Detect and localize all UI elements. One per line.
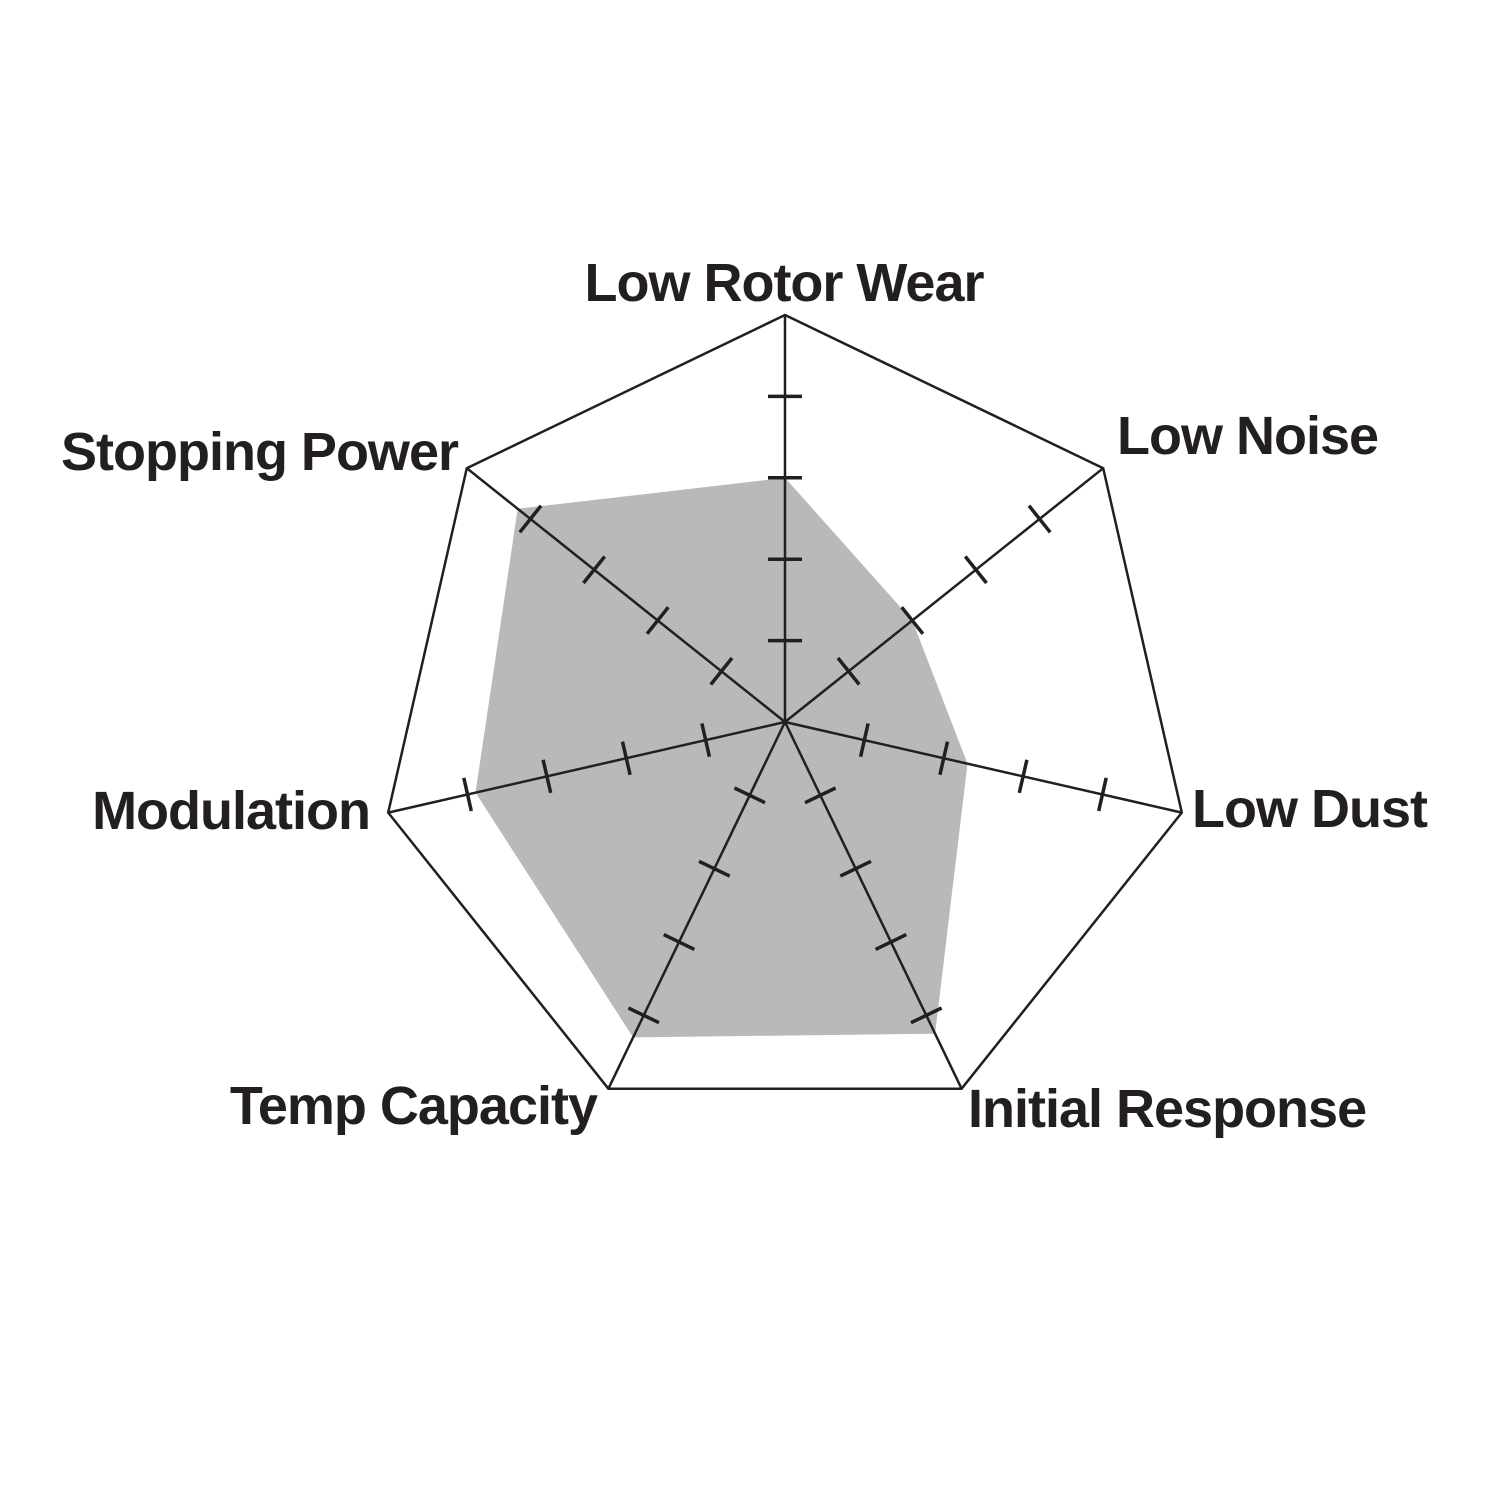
tick-mark xyxy=(709,656,734,686)
tick-mark xyxy=(963,555,988,585)
tick-mark xyxy=(1017,759,1029,794)
axis-label-stopping-power: Stopping Power xyxy=(61,422,459,482)
tick-mark xyxy=(627,1006,660,1025)
axis-spoke-initial-response xyxy=(783,721,963,1090)
axis-spoke-stopping-power xyxy=(466,467,786,723)
tick-mark xyxy=(700,723,712,758)
axis-label-initial-response: Initial Response xyxy=(968,1079,1367,1139)
tick-mark xyxy=(938,741,950,776)
tick-mark xyxy=(645,606,670,635)
tick-mark xyxy=(804,786,837,805)
data-polygon xyxy=(475,477,968,1038)
axis-spoke-low-noise xyxy=(784,467,1104,723)
tick-mark xyxy=(900,606,925,635)
tick-mark xyxy=(1027,504,1052,534)
tick-mark xyxy=(1096,777,1108,812)
axis-label-modulation: Modulation xyxy=(92,781,371,841)
axis-label-low-noise: Low Noise xyxy=(1117,406,1379,466)
tick-mark xyxy=(698,859,731,878)
tick-mark xyxy=(620,741,632,776)
axis-label-low-dust: Low Dust xyxy=(1192,779,1428,839)
tick-mark xyxy=(541,759,553,794)
tick-mark xyxy=(910,1006,943,1025)
tick-mark xyxy=(518,504,543,534)
outer-outline xyxy=(386,313,1184,1090)
tick-mark xyxy=(836,656,861,686)
tick-mark xyxy=(462,777,474,812)
axis-label-low-rotor-wear: Low Rotor Wear xyxy=(584,253,984,313)
axis-spoke-modulation xyxy=(387,720,786,814)
tick-mark xyxy=(839,859,872,878)
tick-mark xyxy=(874,933,908,951)
axis-spoke-temp-capacity xyxy=(607,721,787,1090)
tick-mark xyxy=(582,555,607,585)
axis-label-temp-capacity: Temp Capacity xyxy=(229,1076,598,1136)
axis-spoke-low-dust xyxy=(784,720,1183,814)
tick-mark xyxy=(858,723,870,758)
tick-mark xyxy=(733,786,766,805)
tick-mark xyxy=(662,933,696,951)
